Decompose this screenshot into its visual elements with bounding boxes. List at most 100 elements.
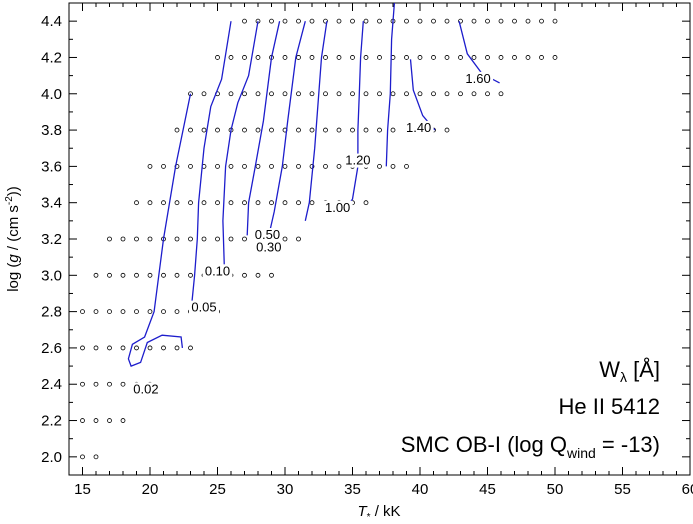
x-tick-label: 55 [614,481,631,498]
model-point [174,345,180,351]
model-point [161,345,166,351]
model-point [296,55,301,60]
model-point [336,163,342,169]
y-tick-label: 2.6 [41,340,62,357]
model-point [498,91,504,97]
x-tick-label: 15 [74,481,91,498]
y-tick-label: 3.8 [41,122,62,139]
model-point [147,200,153,206]
model-point [363,200,369,206]
model-point [552,55,558,60]
model-point [228,200,234,206]
model-point [485,18,490,24]
model-point [215,163,220,169]
contour-label-bg [130,382,161,397]
model-point [161,309,166,315]
model-point [242,272,247,278]
model-point [296,200,301,206]
model-point [431,55,436,60]
model-point [147,272,153,278]
model-point [134,309,139,315]
model-point [242,127,247,133]
model-point [363,55,369,60]
model-point [323,91,328,97]
model-point [228,91,234,97]
model-point [296,236,301,242]
model-point [269,272,274,278]
model-point [309,163,315,169]
model-point [404,91,409,97]
model-point [174,272,180,278]
model-point [404,18,409,24]
model-point [174,236,180,242]
model-point [336,18,342,24]
y-tick-label: 3.2 [41,231,62,248]
model-point [323,18,328,24]
x-tick-label: 20 [142,481,159,498]
model-point [471,18,477,24]
model-grid-points [80,18,558,460]
model-point [93,454,99,460]
model-point [120,272,126,278]
model-point [174,200,180,206]
contour-label-bg [342,153,373,168]
contour-label-bg [202,264,233,279]
model-point [282,200,288,206]
contour-line [191,21,232,303]
contour-label-bg [322,200,353,215]
model-point [242,55,247,60]
model-point [93,381,99,387]
model-point [444,18,450,24]
model-point [471,55,477,60]
model-point [296,163,301,169]
model-point [269,200,274,206]
model-point [350,18,355,24]
contour-line [345,21,364,209]
model-point [458,55,463,60]
model-point [309,127,315,133]
model-point [107,381,112,387]
model-point [309,18,315,24]
model-point [296,18,301,24]
model-point [188,272,193,278]
model-point [134,200,139,206]
contour-label: 1.20 [345,153,370,168]
model-point [134,236,139,242]
model-point [404,55,409,60]
annotation-line2: He II 5412 [558,394,660,419]
model-point [377,163,382,169]
model-point [269,18,274,24]
model-point [363,91,369,97]
model-point [431,18,436,24]
model-point [539,55,544,60]
model-point [107,309,112,315]
model-point [552,18,558,24]
model-point [120,309,126,315]
y-tick-label: 2.8 [41,304,62,321]
model-point [269,91,274,97]
model-point [188,345,193,351]
y-tick-label: 3.4 [41,195,62,212]
model-point [120,345,126,351]
model-point [390,163,396,169]
model-point [255,91,261,97]
model-point [255,163,261,169]
model-point [147,236,153,242]
model-point [377,127,382,133]
model-point [107,272,112,278]
model-point [350,55,355,60]
model-point [242,236,247,242]
x-tick-label: 30 [277,481,294,498]
y-tick-label: 2.0 [41,449,62,466]
model-point [323,127,328,133]
model-point [390,91,396,97]
y-tick-label: 4.2 [41,49,62,66]
model-point [93,272,99,278]
model-point [215,127,220,133]
model-point [539,18,544,24]
y-tick-label: 3.0 [41,267,62,284]
contour-label: 1.40 [406,120,431,135]
model-point [282,18,288,24]
model-point [255,55,261,60]
model-point [120,236,126,242]
